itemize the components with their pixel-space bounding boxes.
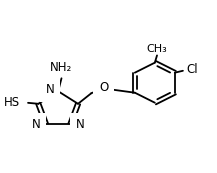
Text: HS: HS <box>3 96 20 109</box>
Text: N: N <box>46 83 54 96</box>
Text: N: N <box>76 119 85 131</box>
Text: CH₃: CH₃ <box>147 44 167 53</box>
Text: O: O <box>99 81 108 94</box>
Text: N: N <box>32 119 40 131</box>
Text: Cl: Cl <box>187 63 199 76</box>
Text: NH₂: NH₂ <box>50 61 73 74</box>
